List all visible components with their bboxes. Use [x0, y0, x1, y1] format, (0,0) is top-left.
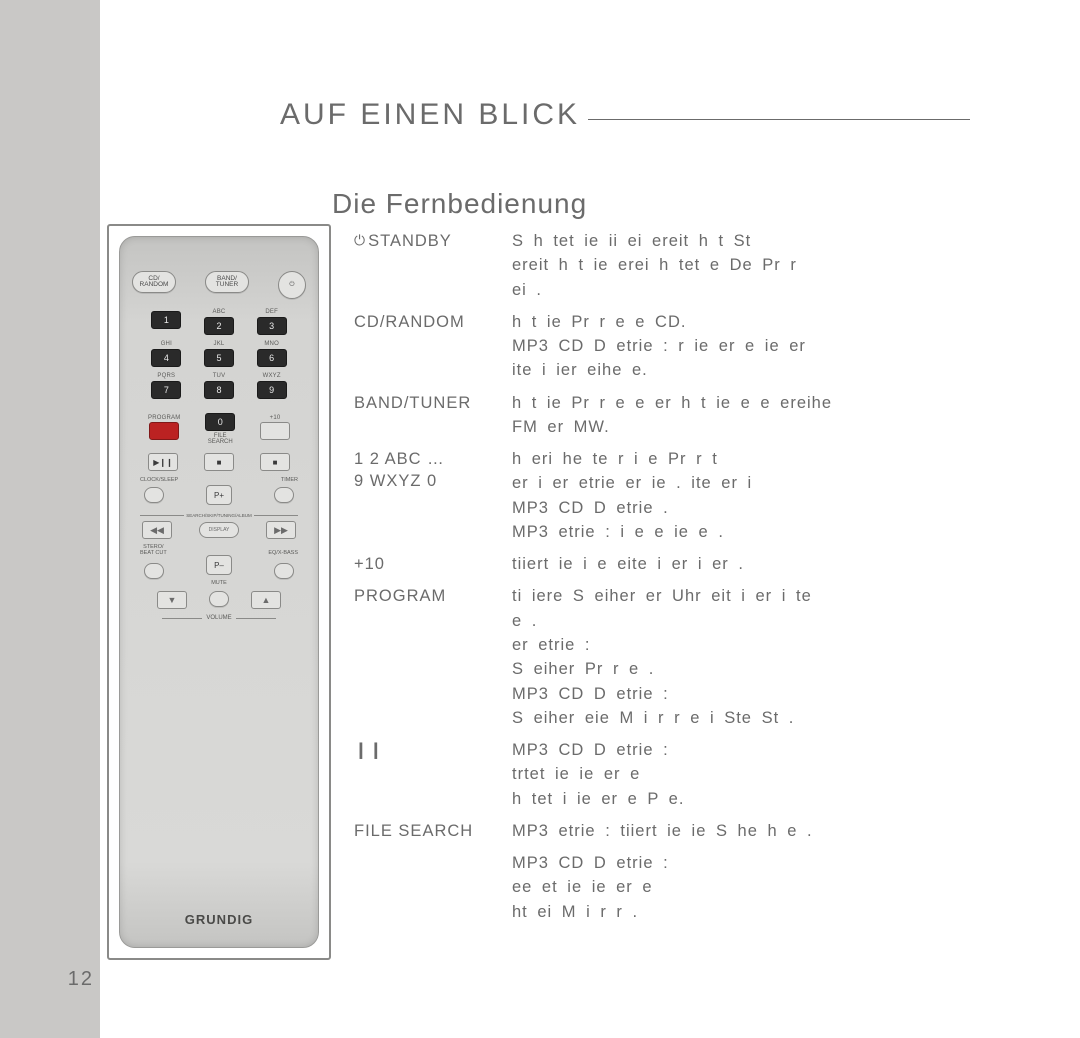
mid-top-labels: CLOCK/SLEEP TIMER	[140, 477, 298, 483]
plus10-label: +10	[260, 415, 290, 421]
def-row: BAND/TUNER h t ie Pr r e e er h t ie e e…	[354, 392, 970, 441]
def-term: CD/RANDOM	[354, 311, 512, 384]
def-desc: MP3 etrie : tiiert ie ie S he h e .	[512, 820, 970, 844]
key-0[interactable]: 0	[205, 413, 235, 431]
volume-label: VOLUME	[206, 615, 231, 621]
timer-label: TIMER	[281, 477, 298, 483]
def-row: PROGRAM ti iere S eiher er Uhr eit i er …	[354, 585, 970, 731]
definition-list: ⏻STANDBYS h tet ie ii ei ereit h t St er…	[354, 230, 970, 933]
def-row: ❙❙ MP3 CD D etrie :trtet ie ie er e h te…	[354, 739, 970, 812]
key-0-spacer	[205, 405, 235, 411]
key-5-label: JKL	[201, 341, 238, 347]
volume-down-button[interactable]: ▼	[157, 591, 187, 609]
volume-up-button[interactable]: ▲	[251, 591, 281, 609]
def-desc: tiiert ie i e eite i er i er .	[512, 553, 970, 577]
program-button[interactable]	[149, 422, 179, 440]
key-7[interactable]: 7	[151, 381, 181, 399]
def-desc: S h tet ie ii ei ereit h t St ereit h t …	[512, 230, 970, 303]
key-2-label: ABC	[201, 309, 238, 315]
numeric-keypad: 1 ABC 2 DEF 3 GHI 4 JKL 5 MNO 6 PQRS 7 TUV 8 WX…	[148, 309, 290, 399]
band-tuner-button[interactable]: BAND/ TUNER	[205, 271, 249, 293]
def-row: +10 tiiert ie i e eite i er i er .	[354, 553, 970, 577]
def-row: ⏻STANDBYS h tet ie ii ei ereit h t St er…	[354, 230, 970, 303]
play-pause-button[interactable]: ▶❙❙	[148, 453, 178, 471]
standby-button[interactable]: ⏻	[278, 271, 306, 299]
remote-top-row: CD/ RANDOM BAND/ TUNER ⏻	[132, 271, 306, 299]
key-8[interactable]: 8	[204, 381, 234, 399]
def-desc: h eri he te r i e Pr r t er i er etrie e…	[512, 448, 970, 545]
def-desc: h t ie Pr r e e CD. MP3 CD D etrie : r i…	[512, 311, 970, 384]
def-desc: MP3 CD D etrie :ee et ie ie er e ht ei M…	[512, 852, 970, 925]
plus10-button[interactable]	[260, 422, 290, 440]
def-desc: h t ie Pr r e e er h t ie e e ereiheFM e…	[512, 392, 970, 441]
volume-row: ▼ ▲	[140, 591, 298, 609]
def-row: FILE SEARCH MP3 etrie : tiiert ie ie S h…	[354, 820, 970, 844]
eq-xbass-button[interactable]	[274, 563, 294, 579]
row-zero: PROGRAM 0 FILE SEARCH +10	[148, 405, 290, 445]
program-label: PROGRAM	[148, 415, 180, 421]
remote-frame: CD/ RANDOM BAND/ TUNER ⏻ 1 ABC 2 DEF 3 GHI…	[107, 224, 331, 960]
p-minus-button[interactable]: P–	[206, 555, 232, 575]
clock-sleep-label: CLOCK/SLEEP	[140, 477, 178, 483]
stereo-beatcut-label: STERO/ BEAT CUT	[140, 545, 167, 556]
search-left-button[interactable]: ◀◀	[142, 521, 172, 539]
remote-inner: CD/ RANDOM BAND/ TUNER ⏻ 1 ABC 2 DEF 3 GHI…	[132, 271, 306, 877]
search-right-button[interactable]: ▶▶	[266, 521, 296, 539]
clock-sleep-button[interactable]	[144, 487, 164, 503]
def-row: MP3 CD D etrie :ee et ie ie er e ht ei M…	[354, 852, 970, 925]
key-8-label: TUV	[201, 373, 238, 379]
mid-block: P+ SEARCH/SKIP/TUNING/ALBUM ◀◀ DISPLAY ▶…	[140, 485, 298, 623]
stereo-beatcut-button[interactable]	[144, 563, 164, 579]
def-term: +10	[354, 553, 512, 577]
def-row: CD/RANDOM h t ie Pr r e e CD. MP3 CD D e…	[354, 311, 970, 384]
stop-button-2[interactable]: ■	[260, 453, 290, 471]
key-9[interactable]: 9	[257, 381, 287, 399]
mute-label: MUTE	[211, 581, 227, 587]
display-button[interactable]: DISPLAY	[199, 522, 239, 538]
cd-random-button[interactable]: CD/ RANDOM	[132, 271, 176, 293]
file-search-label: FILE SEARCH	[205, 433, 235, 445]
key-4[interactable]: 4	[151, 349, 181, 367]
def-term: ❙❙	[354, 739, 512, 812]
heading-text: AUF EINEN BLICK	[280, 98, 580, 132]
brand-logo: GRUNDIG	[120, 912, 318, 927]
page-number: 12	[0, 968, 100, 991]
def-term: PROGRAM	[354, 585, 512, 731]
def-term	[354, 852, 512, 925]
heading-rule	[588, 119, 970, 120]
key-3-label: DEF	[253, 309, 290, 315]
key-5[interactable]: 5	[204, 349, 234, 367]
def-desc: MP3 CD D etrie :trtet ie ie er e h tet i…	[512, 739, 970, 812]
subtitle: Die Fernbedienung	[332, 188, 587, 220]
def-term: ⏻STANDBY	[354, 230, 512, 303]
key-4-label: GHI	[148, 341, 185, 347]
sidebar-band	[0, 0, 100, 1038]
page-heading: AUF EINEN BLICK	[280, 98, 970, 132]
timer-button[interactable]	[274, 487, 294, 503]
def-term: BAND/TUNER	[354, 392, 512, 441]
volume-rule: VOLUME	[140, 615, 298, 621]
eq-xbass-label: EQ/X-BASS	[268, 551, 298, 557]
stop-button-1[interactable]: ■	[204, 453, 234, 471]
key-9-label: WXYZ	[253, 373, 290, 379]
key-2[interactable]: 2	[204, 317, 234, 335]
def-desc: ti iere S eiher er Uhr eit i er i te e .…	[512, 585, 970, 731]
search-skip-label: SEARCH/SKIP/TUNING/ALBUM	[186, 513, 252, 518]
key-1[interactable]: 1	[151, 311, 181, 329]
key-3[interactable]: 3	[257, 317, 287, 335]
def-row: 1 2 ABC …9 WXYZ 0 h eri he te r i e Pr r…	[354, 448, 970, 545]
transport-row: ▶❙❙ ■ ■	[148, 453, 290, 471]
key-7-label: PQRS	[148, 373, 185, 379]
def-term: FILE SEARCH	[354, 820, 512, 844]
key-6-label: MNO	[253, 341, 290, 347]
remote-body: CD/ RANDOM BAND/ TUNER ⏻ 1 ABC 2 DEF 3 GHI…	[119, 236, 319, 948]
def-term: 1 2 ABC …9 WXYZ 0	[354, 448, 512, 545]
p-plus-button[interactable]: P+	[206, 485, 232, 505]
key-6[interactable]: 6	[257, 349, 287, 367]
